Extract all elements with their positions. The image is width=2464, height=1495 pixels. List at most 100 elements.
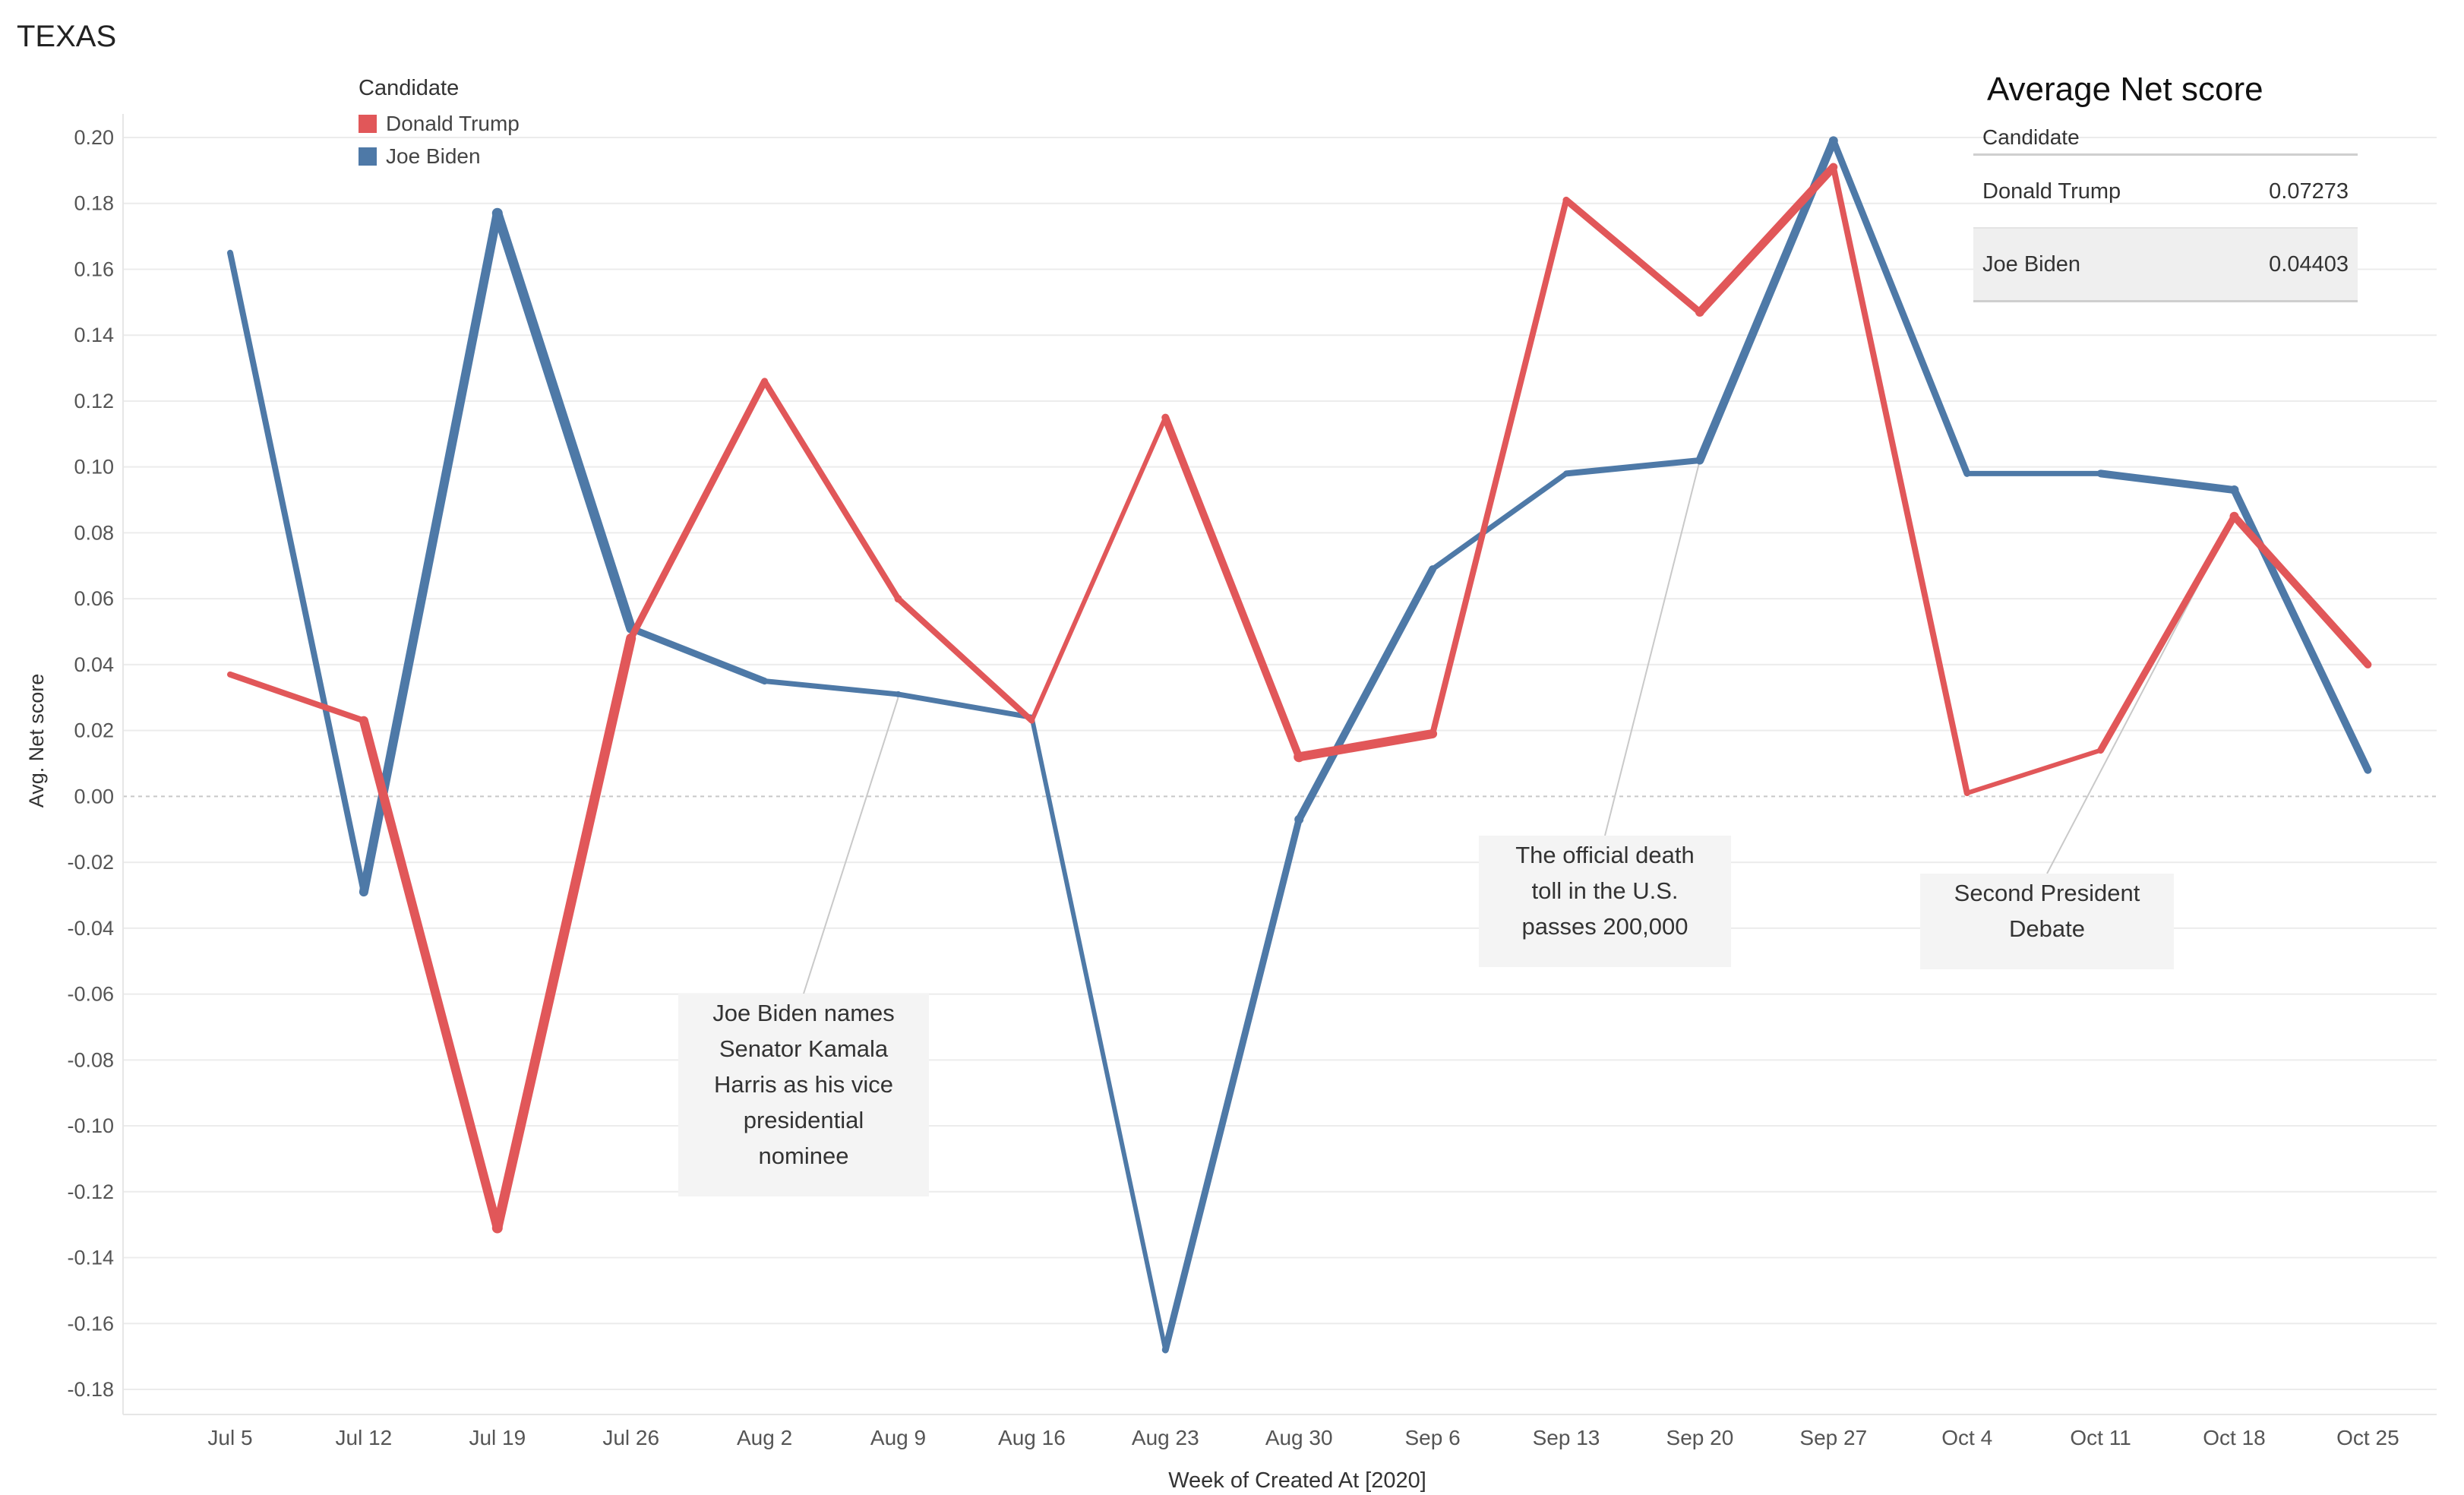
line-segment (1830, 137, 1971, 477)
x-tick-label: Aug 30 (1265, 1426, 1333, 1449)
y-tick-label: -0.04 (67, 917, 114, 940)
series-donald-trump[interactable] (227, 163, 2372, 1234)
data-point[interactable] (1163, 415, 1168, 420)
summary-row-value: 0.07273 (2269, 179, 2349, 204)
line-segment (761, 378, 902, 602)
y-tick-label: 0.06 (74, 587, 114, 610)
y-tick-label: -0.08 (67, 1048, 114, 1071)
legend-label: Donald Trump (386, 111, 520, 135)
data-point[interactable] (894, 595, 902, 603)
line-segment (1563, 457, 1703, 477)
y-tick-label: -0.12 (67, 1181, 114, 1203)
data-point[interactable] (2097, 470, 2104, 477)
x-tick-label: Jul 12 (336, 1426, 393, 1449)
line-segment (227, 671, 367, 724)
data-point[interactable] (359, 716, 368, 725)
annotation-leader (803, 697, 899, 994)
annotation-text: nominee (759, 1143, 849, 1169)
y-tick-label: 0.08 (74, 521, 114, 544)
line-segment (627, 378, 769, 642)
data-point[interactable] (1695, 307, 1704, 317)
y-tick-label: 0.16 (74, 258, 114, 280)
y-tick-label: -0.10 (67, 1114, 114, 1137)
line-segment (896, 691, 1035, 720)
x-tick-label: Oct 4 (1941, 1426, 1992, 1449)
y-tick-label: -0.06 (67, 983, 114, 1006)
data-point[interactable] (2229, 511, 2239, 521)
annotation-text: toll in the U.S. (1532, 877, 1679, 904)
data-point[interactable] (228, 672, 232, 677)
annotation-text: presidential (744, 1107, 864, 1133)
data-point[interactable] (1828, 136, 1838, 146)
y-tick-label: 0.12 (74, 390, 114, 412)
line-segment (1429, 197, 1569, 737)
line-segment (1562, 196, 1704, 316)
data-point[interactable] (1695, 457, 1704, 465)
legend-item-trump[interactable]: Donald Trump (359, 107, 520, 140)
data-point[interactable] (762, 378, 767, 384)
line-segment (2097, 513, 2238, 754)
y-tick-label: -0.16 (67, 1312, 114, 1335)
annotation-leader (1604, 460, 1701, 836)
y-tick-label: 0.14 (74, 324, 114, 346)
annotation-text: Senator Kamala (719, 1035, 889, 1062)
data-point[interactable] (2364, 661, 2371, 668)
line-segment (492, 633, 637, 1233)
y-tick-label: 0.20 (74, 126, 114, 149)
annotation-box (1479, 836, 1731, 967)
data-point[interactable] (2364, 766, 2371, 773)
data-point[interactable] (491, 207, 503, 219)
line-segment (2230, 486, 2372, 774)
x-tick-label: Oct 25 (2336, 1426, 2399, 1449)
data-point[interactable] (626, 634, 636, 643)
x-tick-label: Oct 11 (2070, 1426, 2131, 1449)
x-tick-label: Jul 26 (602, 1426, 659, 1449)
data-point[interactable] (228, 250, 232, 255)
data-point[interactable] (491, 1222, 503, 1234)
data-point[interactable] (1964, 791, 1970, 796)
data-point[interactable] (2098, 748, 2103, 753)
line-segment (359, 716, 502, 1233)
line-segment (627, 624, 769, 685)
data-point[interactable] (1829, 163, 1837, 172)
line-segment (492, 208, 637, 634)
line-segment (1161, 816, 1303, 1354)
series-joe-biden[interactable] (227, 136, 2372, 1354)
x-axis-label: Week of Created At [2020] (1168, 1468, 1426, 1493)
data-point[interactable] (1429, 729, 1437, 738)
summary-title: Average Net score (1987, 71, 2263, 108)
line-segment (1429, 470, 1569, 572)
data-point[interactable] (1564, 471, 1568, 476)
data-point[interactable] (359, 888, 368, 896)
data-point[interactable] (1029, 718, 1035, 723)
summary-row-value: 0.04403 (2269, 251, 2349, 277)
y-tick-label: -0.18 (67, 1378, 114, 1401)
x-tick-label: Sep 6 (1405, 1426, 1461, 1449)
data-point[interactable] (1294, 751, 1305, 763)
y-tick-label: -0.02 (67, 851, 114, 874)
x-tick-label: Aug 2 (737, 1426, 792, 1449)
data-point[interactable] (1564, 198, 1568, 203)
data-point[interactable] (895, 691, 902, 697)
line-segment (1964, 748, 2103, 796)
summary-row-biden[interactable]: Joe Biden 0.04403 (1973, 229, 2358, 302)
data-point[interactable] (1163, 1347, 1168, 1352)
data-point[interactable] (2229, 485, 2239, 495)
line-segment (1830, 164, 1970, 797)
y-tick-label: 0.10 (74, 456, 114, 479)
data-point[interactable] (1964, 471, 1970, 476)
data-point[interactable] (762, 678, 767, 684)
x-tick-label: Jul 19 (469, 1426, 526, 1449)
x-tick-label: Oct 18 (2203, 1426, 2265, 1449)
line-segment (1029, 415, 1168, 723)
legend-item-biden[interactable]: Joe Biden (359, 140, 520, 172)
line-segment (2096, 469, 2238, 495)
summary-row-trump[interactable]: Donald Trump 0.07273 (1973, 156, 2358, 229)
legend-swatch (359, 147, 377, 166)
data-point[interactable] (1429, 566, 1436, 573)
legend-label: Joe Biden (386, 144, 481, 168)
data-point[interactable] (1294, 814, 1304, 824)
annotation-text: The official death (1515, 842, 1695, 868)
line-segment (1029, 715, 1168, 1352)
